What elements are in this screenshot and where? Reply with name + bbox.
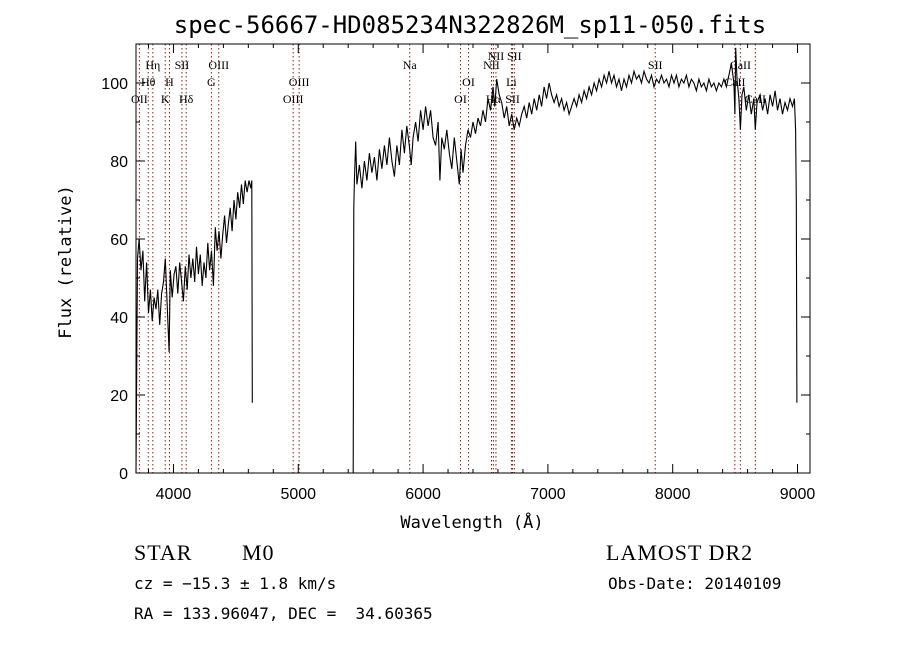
x-tick-label: 8000 — [655, 486, 691, 503]
x-axis: 4000 5000 6000 7000 8000 9000 — [147, 44, 816, 503]
marker-label-20: SII — [648, 58, 663, 72]
marker-label-14: NII — [483, 58, 500, 72]
object-class: STAR — [134, 540, 193, 565]
y-tick-label: 80 — [110, 154, 128, 171]
chart-title: spec-56667-HD085234N322826M_sp11-050.fit… — [174, 11, 766, 39]
marker-label-17: Li — [506, 75, 517, 89]
marker-label-6: Hδ — [179, 92, 194, 106]
redshift-value: cz = −15.3 ± 1.8 km/s — [134, 574, 337, 593]
coordinates: RA = 133.96047, DEC = 34.60365 — [134, 604, 433, 623]
y-tick-label: 40 — [110, 310, 128, 327]
marker-label-9: OIII — [283, 92, 304, 106]
marker-label-19: SII — [507, 49, 522, 63]
spectral-line-markers — [138, 44, 756, 473]
marker-label-3: K — [161, 92, 170, 106]
x-tick-label: 4000 — [156, 486, 192, 503]
marker-label-16: NII — [488, 49, 505, 63]
x-tick-label: 5000 — [280, 486, 316, 503]
marker-label-11: Na — [403, 58, 418, 72]
marker-label-0: OII — [131, 92, 148, 106]
y-tick-label: 20 — [110, 388, 128, 405]
marker-label-12: OI — [454, 92, 467, 106]
marker-label-10: OIII — [289, 75, 310, 89]
x-tick-label: 9000 — [780, 486, 816, 503]
obs-date: Obs-Date: 20140109 — [608, 574, 782, 593]
y-tick-label: 100 — [101, 76, 128, 93]
marker-label-18: SII — [505, 92, 520, 106]
x-tick-label: 6000 — [405, 486, 441, 503]
plot-frame — [135, 43, 811, 474]
x-axis-label: Wavelength (Å) — [400, 511, 543, 533]
y-tick-label: 0 — [119, 466, 128, 483]
x-tick-label: 7000 — [530, 486, 566, 503]
marker-label-7: G — [207, 75, 216, 89]
marker-label-22: CaII — [730, 58, 751, 72]
spectrum-series-line — [135, 47, 798, 474]
y-axis-label: Flux (relative) — [56, 185, 76, 339]
marker-label-8: OIII — [208, 58, 229, 72]
marker-label-5: SII — [175, 58, 190, 72]
y-tick-label: 60 — [110, 232, 128, 249]
y-axis: 0 20 40 60 80 100 — [101, 43, 810, 483]
marker-label-4: H — [165, 75, 174, 89]
marker-label-13: OI — [462, 75, 475, 89]
marker-label-2: Hη — [145, 58, 160, 72]
survey-name: LAMOST DR2 — [606, 540, 754, 565]
marker-label-1: Hθ — [141, 75, 156, 89]
object-subclass: M0 — [242, 540, 275, 565]
